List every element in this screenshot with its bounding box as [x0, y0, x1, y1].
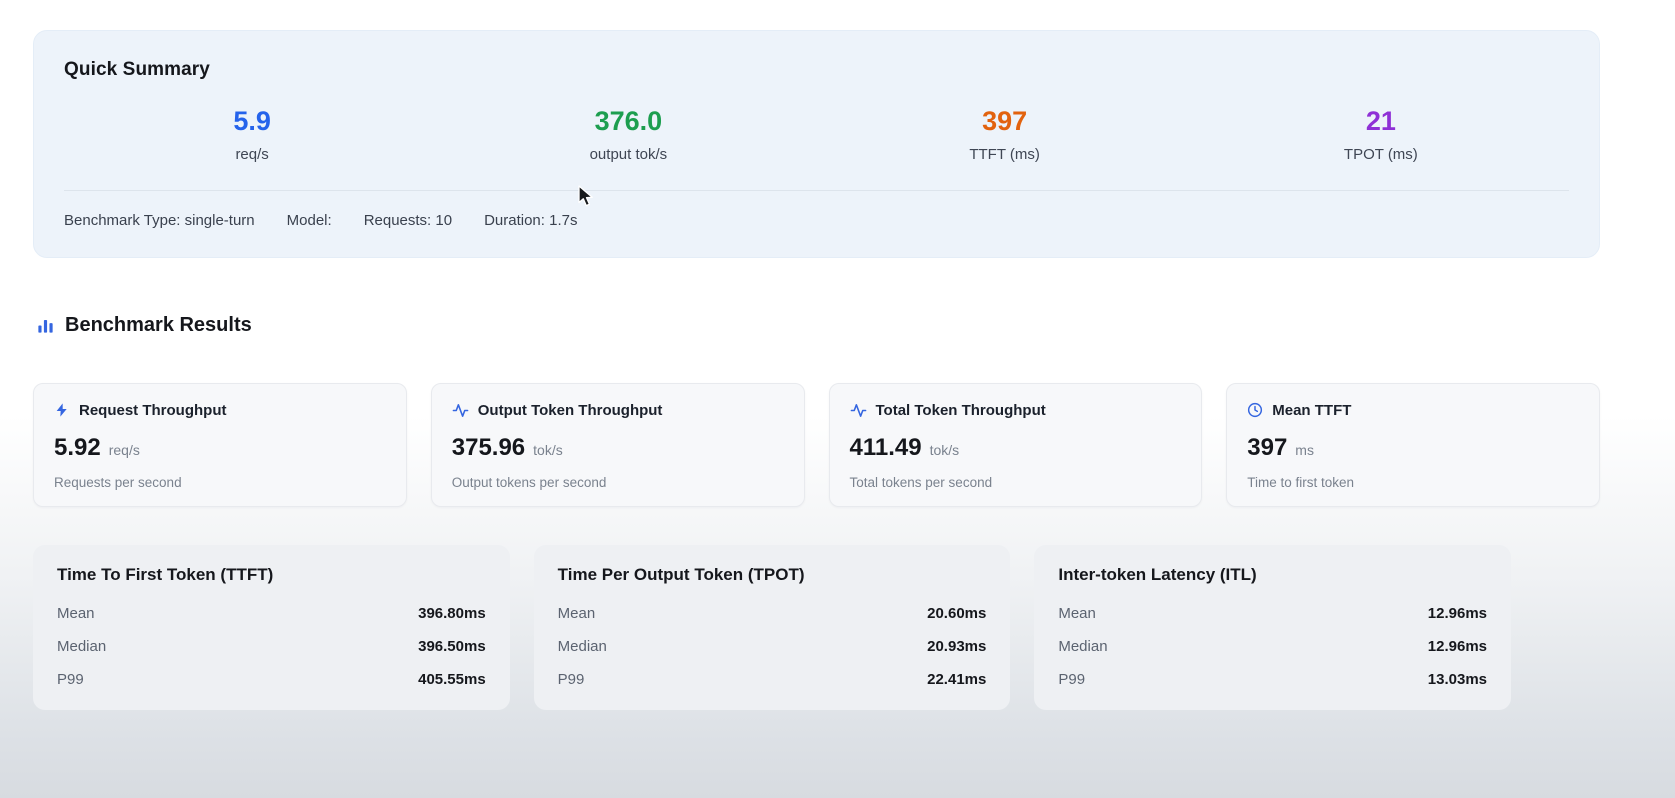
metric-value-row: 375.96 tok/s: [452, 434, 784, 462]
metric-card-header: Mean TTFT: [1247, 402, 1579, 419]
latency-stat-label: Median: [57, 637, 107, 655]
meta-benchmark-type: Benchmark Type: single-turn: [64, 211, 255, 229]
stat-value: 21: [1365, 106, 1396, 136]
metric-title: Total Token Throughput: [875, 401, 1046, 419]
latency-stat-label: P99: [57, 670, 84, 688]
latency-card-itl: Inter-token Latency (ITL) Mean 12.96ms M…: [1034, 544, 1512, 710]
metric-title: Request Throughput: [79, 401, 227, 419]
metric-title: Mean TTFT: [1272, 401, 1352, 419]
latency-stat-value: 20.60ms: [927, 604, 987, 622]
metric-unit: ms: [1295, 441, 1314, 458]
lightning-icon: [54, 402, 70, 418]
section-title: Benchmark Results: [65, 313, 252, 336]
quick-summary-card: Quick Summary 5.9 req/s 376.0 output tok…: [33, 30, 1600, 258]
metric-value: 397: [1247, 433, 1288, 461]
latency-stat-row: Median 12.96ms: [1058, 630, 1487, 663]
metric-card-header: Output Token Throughput: [452, 402, 784, 419]
summary-stats-row: 5.9 req/s 376.0 output tok/s 397 TTFT (m…: [64, 106, 1569, 163]
metric-value: 5.92: [54, 433, 101, 461]
stat-output-tok-per-sec: 376.0 output tok/s: [440, 106, 816, 163]
stat-label: TPOT (ms): [1343, 145, 1418, 163]
stat-label: req/s: [235, 145, 269, 163]
latency-stat-label: Median: [1058, 637, 1108, 655]
metric-value-row: 397 ms: [1247, 434, 1579, 462]
latency-stat-row: Mean 12.96ms: [1058, 597, 1487, 630]
latency-stat-label: Mean: [57, 604, 95, 622]
latency-card-title: Time Per Output Token (TPOT): [557, 564, 805, 584]
stat-label: output tok/s: [589, 145, 668, 163]
summary-meta-row: Benchmark Type: single-turn Model: Reque…: [64, 212, 1569, 229]
latency-stat-value: 12.96ms: [1427, 637, 1488, 655]
latency-stat-label: P99: [557, 670, 585, 688]
activity-icon: [452, 402, 469, 419]
metric-unit: tok/s: [533, 441, 563, 458]
stat-value: 397: [982, 106, 1028, 136]
metric-card-header: Request Throughput: [54, 402, 386, 419]
metric-card-header: Total Token Throughput: [850, 402, 1182, 419]
latency-stat-value: 12.96ms: [1427, 604, 1488, 622]
metric-value-row: 5.92 req/s: [54, 434, 386, 462]
benchmark-results-header: Benchmark Results: [36, 314, 1600, 337]
quick-summary-title: Quick Summary: [64, 59, 210, 80]
metric-description: Requests per second: [54, 474, 182, 490]
stat-value: 5.9: [233, 106, 271, 136]
metric-description: Total tokens per second: [849, 474, 993, 490]
latency-card-ttft: Time To First Token (TTFT) Mean 396.80ms…: [33, 544, 510, 710]
latency-card-title: Inter-token Latency (ITL): [1058, 564, 1257, 584]
latency-stat-row: P99 22.41ms: [558, 663, 987, 696]
stat-label: TTFT (ms): [969, 145, 1040, 163]
meta-duration: Duration: 1.7s: [484, 211, 578, 229]
latency-stat-label: Mean: [557, 604, 596, 622]
metric-title: Output Token Throughput: [477, 401, 663, 419]
latency-stat-row: P99 405.55ms: [57, 663, 486, 696]
metric-card-mean-ttft: Mean TTFT 397 ms Time to first token: [1226, 382, 1600, 507]
metric-card-request-throughput: Request Throughput 5.92 req/s Requests p…: [33, 382, 407, 507]
metric-description: Output tokens per second: [451, 474, 607, 490]
stat-tpot: 21 TPOT (ms): [1193, 106, 1569, 163]
latency-stat-label: Mean: [1058, 604, 1096, 622]
latency-stat-label: Median: [557, 637, 607, 655]
latency-stat-row: Mean 20.60ms: [558, 597, 987, 630]
metric-unit: tok/s: [929, 441, 960, 458]
latency-stat-value: 396.50ms: [418, 637, 486, 655]
latency-card-tpot: Time Per Output Token (TPOT) Mean 20.60m…: [533, 544, 1011, 710]
bar-chart-icon: [36, 316, 55, 335]
meta-requests: Requests: 10: [363, 211, 453, 229]
metric-card-output-token-throughput: Output Token Throughput 375.96 tok/s Out…: [430, 382, 805, 507]
stat-ttft: 397 TTFT (ms): [817, 106, 1193, 163]
latency-stat-value: 405.55ms: [418, 670, 486, 688]
summary-divider: [64, 189, 1569, 191]
stat-value: 376.0: [594, 106, 663, 136]
metric-unit: req/s: [108, 441, 140, 458]
latency-stat-row: P99 13.03ms: [1058, 663, 1487, 696]
meta-model: Model:: [286, 211, 332, 229]
latency-stat-row: Median 396.50ms: [57, 630, 486, 663]
stat-req-per-sec: 5.9 req/s: [64, 106, 440, 163]
latency-stat-row: Mean 396.80ms: [57, 597, 486, 630]
benchmark-dashboard: Quick Summary 5.9 req/s 376.0 output tok…: [33, 30, 1600, 710]
latency-stat-value: 13.03ms: [1427, 670, 1488, 688]
metric-value: 375.96: [451, 433, 526, 461]
latency-stat-value: 20.93ms: [927, 637, 987, 655]
metric-description: Time to first token: [1247, 474, 1355, 490]
metric-value: 411.49: [849, 433, 922, 461]
clock-icon: [1247, 402, 1263, 418]
latency-cards-row: Time To First Token (TTFT) Mean 396.80ms…: [33, 544, 1512, 710]
latency-stat-row: Median 20.93ms: [558, 630, 987, 663]
metric-value-row: 411.49 tok/s: [850, 434, 1182, 462]
metric-card-total-token-throughput: Total Token Throughput 411.49 tok/s Tota…: [828, 382, 1203, 507]
latency-stat-value: 22.41ms: [927, 670, 987, 688]
latency-stat-label: P99: [1058, 670, 1086, 688]
latency-card-title: Time To First Token (TTFT): [57, 564, 274, 584]
metric-cards-row: Request Throughput 5.92 req/s Requests p…: [33, 382, 1600, 507]
activity-icon: [850, 402, 867, 419]
latency-stat-value: 396.80ms: [418, 604, 486, 622]
